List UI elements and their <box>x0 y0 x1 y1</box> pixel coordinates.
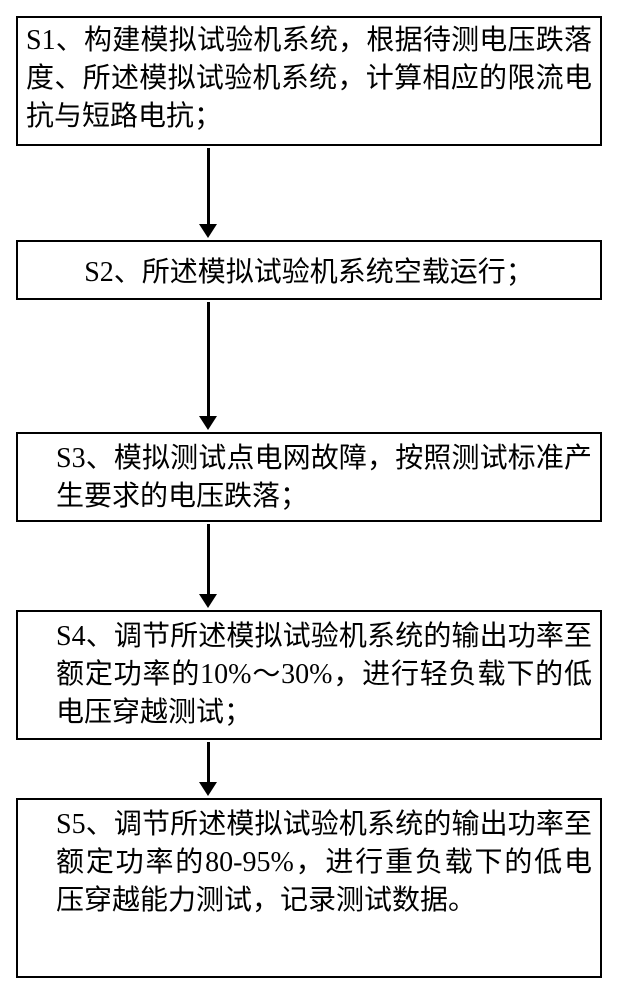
flow-node-text: S5、调节所述模拟试验机系统的输出功率至额定功率的80-95%，进行重负载下的低… <box>56 809 592 916</box>
flow-arrow-head <box>199 224 217 238</box>
flow-node-s1: S1、构建模拟试验机系统，根据待测电压跌落度、所述模拟试验机系统，计算相应的限流… <box>16 16 602 146</box>
flow-node-text: S1、构建模拟试验机系统，根据待测电压跌落度、所述模拟试验机系统，计算相应的限流… <box>26 25 592 132</box>
flow-arrow-head <box>199 782 217 796</box>
flow-node-s3: S3、模拟测试点电网故障，按照测试标准产生要求的电压跌落； <box>16 432 602 522</box>
flow-arrow-head <box>199 416 217 430</box>
flow-node-s4: S4、调节所述模拟试验机系统的输出功率至额定功率的10%～30%，进行轻负载下的… <box>16 610 602 740</box>
flow-node-s2: S2、所述模拟试验机系统空载运行； <box>16 240 602 300</box>
flow-node-text: S2、所述模拟试验机系统空载运行； <box>84 257 534 288</box>
flow-node-text: S4、调节所述模拟试验机系统的输出功率至额定功率的10%～30%，进行轻负载下的… <box>56 621 592 728</box>
flow-arrow-line <box>207 524 210 594</box>
flow-arrow-line <box>207 742 210 782</box>
flow-arrow-line <box>207 302 210 416</box>
flow-node-text: S3、模拟测试点电网故障，按照测试标准产生要求的电压跌落； <box>56 443 592 512</box>
flow-arrow-head <box>199 594 217 608</box>
flowchart: S1、构建模拟试验机系统，根据待测电压跌落度、所述模拟试验机系统，计算相应的限流… <box>0 0 618 1000</box>
flow-node-s5: S5、调节所述模拟试验机系统的输出功率至额定功率的80-95%，进行重负载下的低… <box>16 798 602 978</box>
flow-arrow-line <box>207 148 210 224</box>
